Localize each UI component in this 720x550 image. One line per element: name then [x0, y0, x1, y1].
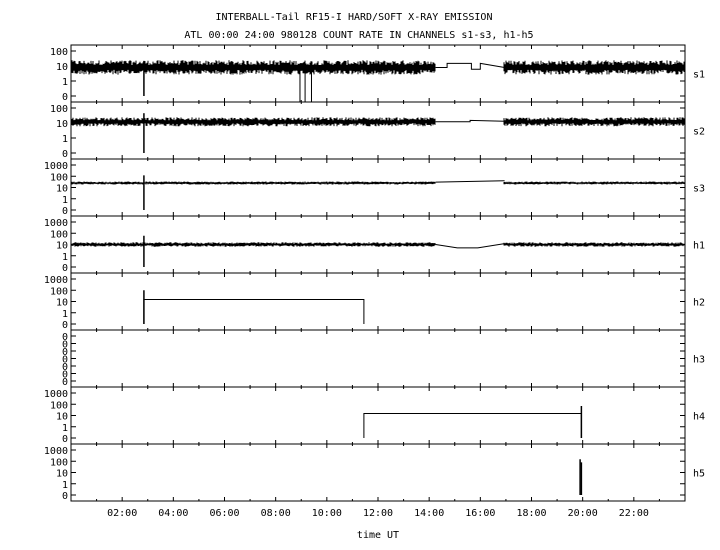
series-s2-segment: [503, 117, 686, 127]
y-tick-label: 0: [62, 491, 68, 502]
y-tick-label: 1: [62, 309, 68, 320]
y-tick-label: 1: [62, 134, 68, 145]
y-tick-label: 0: [62, 92, 68, 103]
y-tick-label: 1000: [44, 275, 68, 286]
channel-label-h4: h4: [693, 412, 705, 423]
y-tick-label: 100: [50, 400, 68, 411]
y-tick-label: 1000: [44, 218, 68, 229]
series-h1-gap-line: [435, 243, 505, 249]
channel-label-s1: s1: [693, 70, 705, 81]
y-tick-label: 0: [62, 149, 68, 160]
y-tick-label: 100: [50, 104, 68, 115]
panel-frame: [70, 443, 686, 502]
y-tick-label: 10: [56, 469, 68, 480]
y-tick-label: 1: [62, 480, 68, 491]
y-tick-label: 1: [62, 195, 68, 206]
panels: 1001010s11001010s210001001010s3100010010…: [44, 44, 705, 502]
x-tick-label: 12:00: [363, 508, 393, 519]
chart-subtitle: ATL 00:00 24:00 980128 COUNT RATE IN CHA…: [184, 30, 533, 41]
y-tick-label: 0: [62, 362, 68, 373]
y-tick-label: 1: [62, 77, 68, 88]
y-tick-label: 1000: [44, 446, 68, 457]
y-tick-label: 0: [62, 206, 68, 217]
series-h2-step: [143, 299, 365, 324]
y-tick-label: 0: [62, 320, 68, 331]
series-s2-segment: [70, 117, 436, 127]
y-tick-label: 100: [50, 47, 68, 58]
y-tick-label: 10: [56, 119, 68, 130]
y-tick-label: 10: [56, 62, 68, 73]
series-s3-segment: [503, 181, 686, 185]
series-h4-step: [363, 413, 582, 438]
y-tick-label: 100: [50, 286, 68, 297]
y-tick-label: 100: [50, 172, 68, 183]
y-tick-label: 100: [50, 457, 68, 468]
channel-label-h1: h1: [693, 241, 705, 252]
panel-frame: [70, 272, 686, 331]
chart-title: INTERBALL-Tail RF15-I HARD/SOFT X-RAY EM…: [216, 12, 493, 23]
y-tick-label: 0: [62, 332, 68, 343]
x-tick-label: 06:00: [209, 508, 239, 519]
y-tick-label: 0: [62, 355, 68, 366]
x-tick-label: 20:00: [568, 508, 598, 519]
channel-label-h2: h2: [693, 298, 705, 309]
series-s3-segment: [70, 181, 436, 185]
y-tick-label: 0: [62, 370, 68, 381]
y-tick-label: 0: [62, 434, 68, 445]
series-s1-segment: [70, 60, 436, 75]
channel-label-h5: h5: [693, 469, 705, 480]
y-tick-label: 100: [50, 229, 68, 240]
x-tick-label: 22:00: [619, 508, 649, 519]
series-h1-segment: [503, 242, 686, 247]
y-tick-label: 1: [62, 423, 68, 434]
y-tick-label: 1000: [44, 389, 68, 400]
channel-label-s2: s2: [693, 127, 705, 138]
y-tick-label: 10: [56, 412, 68, 423]
x-tick-label: 16:00: [465, 508, 495, 519]
series-h1-segment: [70, 242, 436, 247]
x-tick-label: 14:00: [414, 508, 444, 519]
x-tick-label: 04:00: [158, 508, 188, 519]
x-axis-label: time UT: [357, 530, 399, 541]
x-tick-label: 08:00: [261, 508, 291, 519]
channel-label-h3: h3: [693, 355, 705, 366]
panel-frame: [70, 101, 686, 160]
channel-label-s3: s3: [693, 184, 705, 195]
panel-frame: [70, 44, 686, 103]
y-tick-label: 0: [62, 347, 68, 358]
y-tick-label: 1000: [44, 161, 68, 172]
series-s1-gap-line: [435, 62, 505, 70]
panel-frame: [70, 329, 686, 388]
panel-frame: [70, 386, 686, 445]
series-s2-gap-line: [435, 119, 505, 123]
series-s1-segment: [503, 60, 686, 75]
y-tick-label: 1: [62, 252, 68, 263]
y-tick-label: 0: [62, 377, 68, 388]
panel-frame: [70, 158, 686, 217]
y-tick-label: 0: [62, 340, 68, 351]
x-tick-label: 02:00: [107, 508, 137, 519]
x-axis: 02:00 04:00 06:00 08:00 10:00 12:00 14:00 16:00…: [107, 508, 649, 519]
y-tick-label: 10: [56, 241, 68, 252]
x-tick-label: 10:00: [312, 508, 342, 519]
y-tick-label: 10: [56, 298, 68, 309]
series-s3-gap-line: [435, 180, 505, 183]
y-tick-label: 10: [56, 184, 68, 195]
x-tick-label: 18:00: [516, 508, 546, 519]
y-tick-label: 0: [62, 263, 68, 274]
